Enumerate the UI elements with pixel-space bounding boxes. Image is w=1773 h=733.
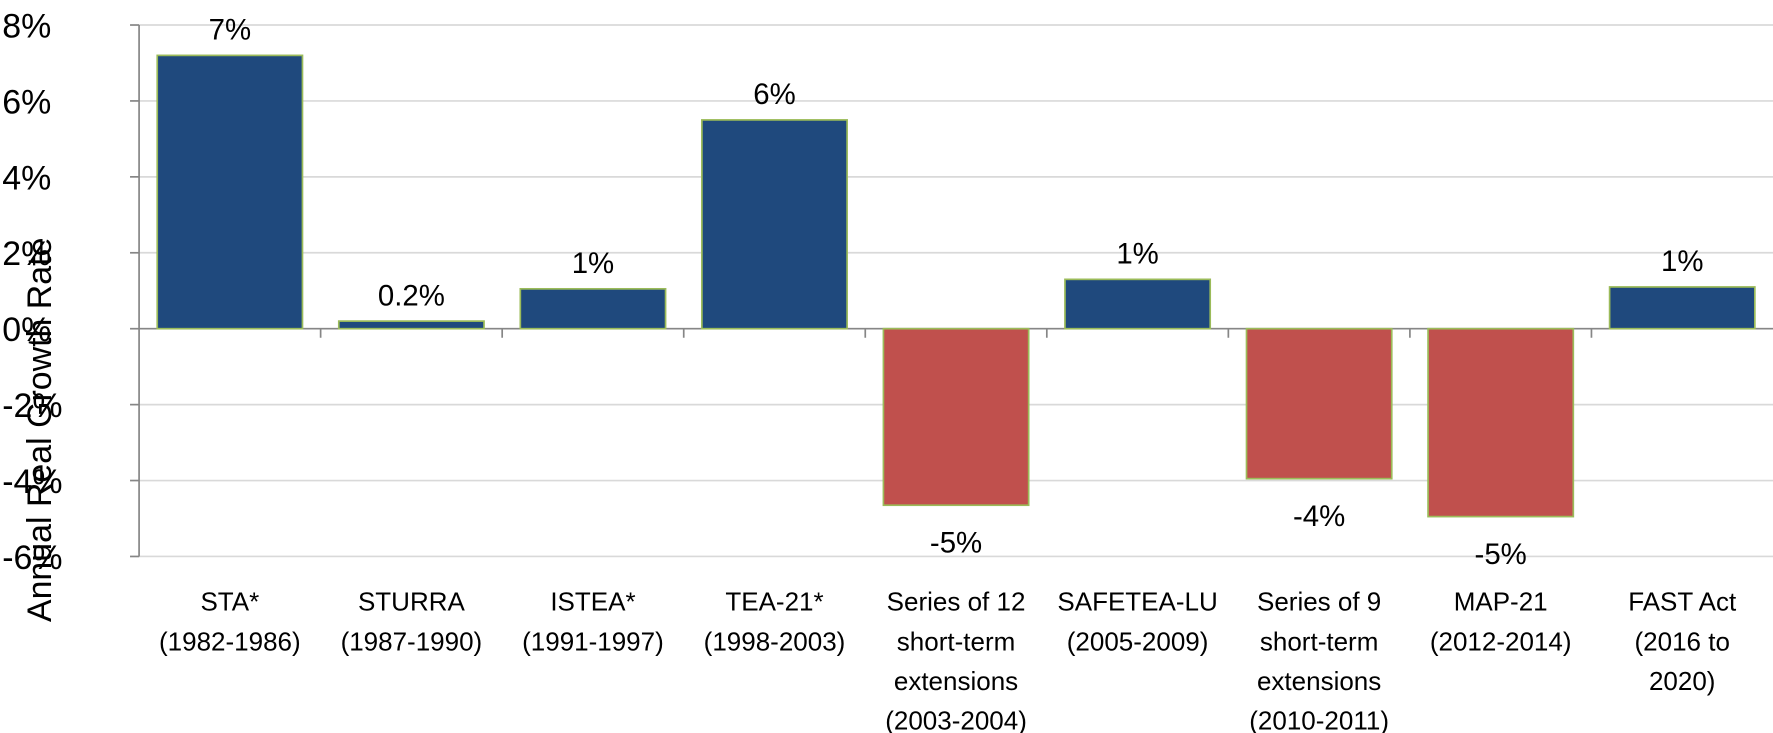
bar <box>701 119 848 330</box>
x-tick-label: STURRA (1987-1990) <box>341 587 483 657</box>
bar <box>156 54 304 330</box>
data-label: 7% <box>209 14 251 47</box>
data-label: 0.2% <box>378 279 445 312</box>
data-label: 6% <box>753 78 795 111</box>
data-label: 1% <box>1661 245 1703 278</box>
y-tick-label: 6% <box>2 83 51 121</box>
bar <box>519 287 667 330</box>
data-label: -5% <box>930 527 982 560</box>
y-tick-label: 2% <box>2 235 51 273</box>
bar <box>1245 327 1393 480</box>
bar <box>1064 278 1212 330</box>
y-tick-label: -6% <box>2 539 62 577</box>
x-tick-label: SAFETEA-LU (2005-2009) <box>1057 587 1217 657</box>
x-tick-label: Series of 12 short-term extensions (2003-20… <box>885 587 1027 733</box>
data-label: -4% <box>1293 500 1345 533</box>
x-tick-label: FAST Act (2016 to 2020) <box>1628 587 1737 696</box>
x-tick-label: ISTEA* (1991-1997) <box>522 587 664 657</box>
y-tick-label: 8% <box>2 7 51 45</box>
y-tick-label: -2% <box>2 387 62 425</box>
bar <box>882 327 1030 507</box>
x-tick-label: MAP-21 (2012-2014) <box>1430 587 1572 657</box>
data-label: -5% <box>1475 538 1527 571</box>
y-tick-label: 0% <box>2 311 51 349</box>
x-tick-label: Series of 9 short-term extensions (2010-201… <box>1249 587 1389 733</box>
y-tick-label: 4% <box>2 159 51 197</box>
data-label: 1% <box>572 247 614 280</box>
data-label: 1% <box>1116 238 1158 271</box>
x-tick-label: TEA-21* (1998-2003) <box>704 587 846 657</box>
y-axis-title: Annual Real Growth Rate <box>21 238 59 622</box>
x-tick-label: STA* (1982-1986) <box>159 587 301 657</box>
bar <box>1427 327 1575 518</box>
bar <box>337 320 485 330</box>
y-tick-label: -4% <box>2 463 62 501</box>
bar <box>1608 286 1756 330</box>
